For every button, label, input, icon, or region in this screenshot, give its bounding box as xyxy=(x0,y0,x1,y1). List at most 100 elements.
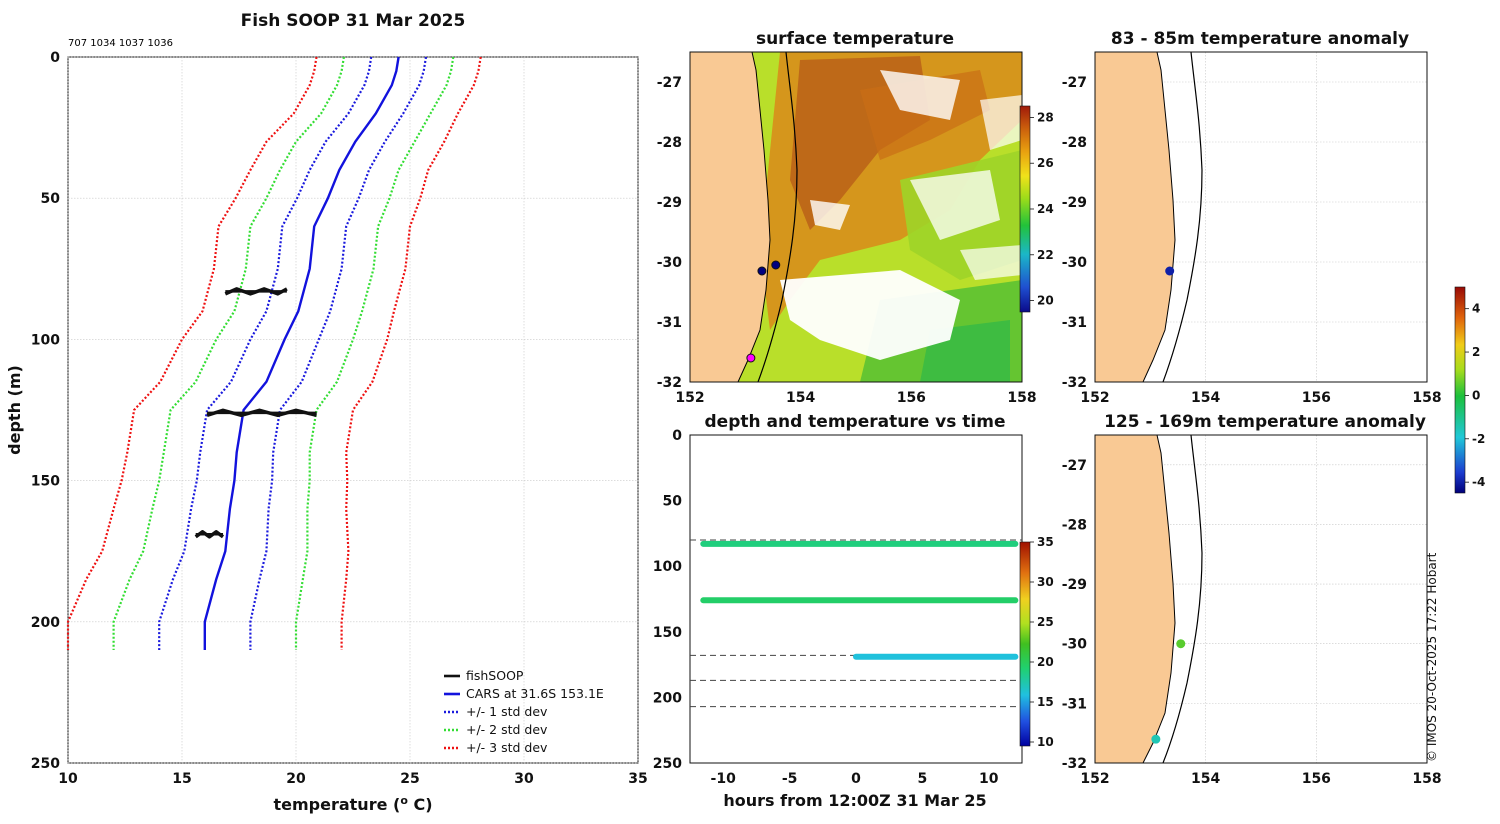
anomaly-125-panel: 125 - 169m temperature anomaly 152 154 156… xyxy=(1062,286,1485,787)
anom125-xtick-label: 152 xyxy=(1080,771,1109,787)
anom83-ytick-label: -30 xyxy=(1062,255,1088,271)
anom83-points xyxy=(1165,266,1175,276)
sst-ytick-label: -30 xyxy=(657,255,683,271)
profile-grid xyxy=(67,56,639,764)
sst-colorbar-tick-label: 20 xyxy=(1037,294,1054,308)
sst-markers xyxy=(746,260,781,363)
dt-colorbar xyxy=(1019,541,1031,747)
profile-xtick-label: 15 xyxy=(172,771,191,787)
surface-temp-panel: surface temperature xyxy=(657,29,1054,406)
sst-colorbar-ticks: 28 26 24 22 20 xyxy=(1030,110,1054,308)
profile-ytick-label: 150 xyxy=(31,474,60,490)
anom125-ytick-label: -27 xyxy=(1062,458,1087,474)
dt-colorbar-tick-label: 10 xyxy=(1037,735,1054,749)
profile-xtick-label: 30 xyxy=(514,771,534,787)
dt-colorbar-ticks: 35 30 25 20 15 10 xyxy=(1030,535,1054,749)
profile-ticks: 10 15 20 25 30 35 0 50 100 150 200 250 xyxy=(31,50,648,787)
dt-tracks xyxy=(700,540,1019,660)
anom83-ytick-label: -28 xyxy=(1062,135,1087,151)
anomaly-colorbar-tick-label: -2 xyxy=(1472,432,1485,446)
dt-xtick-label: -10 xyxy=(711,771,737,787)
dt-ytick-label: 150 xyxy=(653,625,682,641)
legend-label: +/- 2 std dev xyxy=(466,722,548,737)
anom83-ytick-label: -29 xyxy=(1062,195,1087,211)
sst-ticks: 152 154 156 158 -27 -28 -29 -30 -31 -32 xyxy=(657,75,1037,406)
series-fishsoop-segment xyxy=(206,408,317,418)
profile-xtick-label: 20 xyxy=(286,771,306,787)
profile-ytick-label: 50 xyxy=(41,191,61,207)
sst-title: surface temperature xyxy=(756,29,954,49)
dt-xlabel: hours from 12:00Z 31 Mar 25 xyxy=(723,791,986,810)
credit-text: © IMOS 20-Oct-2025 17:22 Hobart xyxy=(1425,552,1439,762)
anom83-ytick-label: -32 xyxy=(1062,375,1087,391)
dt-ytick-label: 0 xyxy=(672,428,682,444)
dt-ytick-label: 100 xyxy=(653,559,682,575)
anom125-axes xyxy=(1094,434,1428,764)
anom125-ytick-label: -32 xyxy=(1062,756,1087,772)
anom83-title: 83 - 85m temperature anomaly xyxy=(1111,29,1409,49)
sst-colorbar-tick-label: 24 xyxy=(1037,202,1054,216)
sst-marker xyxy=(771,260,781,270)
anom125-ytick-label: -28 xyxy=(1062,517,1087,533)
dt-colorbar-tick-label: 25 xyxy=(1037,615,1054,629)
anomaly-colorbar-tick-label: 4 xyxy=(1472,302,1480,316)
sst-ytick-label: -28 xyxy=(657,135,682,151)
anom83-point xyxy=(1165,266,1175,276)
profile-xtick-label: 10 xyxy=(58,771,78,787)
dt-xtick-label: 10 xyxy=(979,771,999,787)
series-cars-mean xyxy=(203,56,400,650)
anom125-xtick-label: 158 xyxy=(1412,771,1441,787)
legend-label: +/- 3 std dev xyxy=(466,740,548,755)
dt-ytick-label: 200 xyxy=(653,690,682,706)
anom125-title: 125 - 169m temperature anomaly xyxy=(1104,412,1426,432)
anom83-xtick-label: 156 xyxy=(1302,390,1331,406)
anom83-ticks: 152 154 156 158 -27 -28 -29 -30 -31 -32 xyxy=(1062,75,1442,406)
sst-xtick-label: 156 xyxy=(897,390,926,406)
dt-title: depth and temperature vs time xyxy=(705,412,1006,432)
series-minus-3std xyxy=(66,56,318,650)
sst-ytick-label: -27 xyxy=(657,75,682,91)
anom125-xtick-label: 156 xyxy=(1302,771,1331,787)
dt-xtick-label: 0 xyxy=(851,771,861,787)
profile-panel: Fish SOOP 31 Mar 2025 707 1034 1037 1036… xyxy=(5,11,648,814)
profile-lines xyxy=(66,56,482,650)
anom125-xtick-label: 154 xyxy=(1191,771,1220,787)
profile-legend: fishSOOP CARS at 31.6S 153.1E +/- 1 std de… xyxy=(444,668,604,755)
profile-ytick-label: 200 xyxy=(31,615,60,631)
anom83-xtick-label: 152 xyxy=(1080,390,1109,406)
dt-ytick-label: 50 xyxy=(663,494,683,510)
anomaly-colorbar xyxy=(1454,286,1466,494)
profile-xtick-label: 35 xyxy=(628,771,647,787)
sst-colorbar-tick-label: 26 xyxy=(1037,156,1054,170)
anom83-ytick-label: -27 xyxy=(1062,75,1087,91)
anomaly-colorbar-tick-label: 0 xyxy=(1472,388,1480,402)
anom125-ytick-label: -29 xyxy=(1062,577,1087,593)
sst-marker xyxy=(746,353,756,363)
legend-label: fishSOOP xyxy=(466,668,524,683)
profile-subtitle: 707 1034 1037 1036 xyxy=(68,38,173,49)
sst-ytick-label: -29 xyxy=(657,195,682,211)
anomaly-83-panel: 83 - 85m temperature anomaly 152 154 156 15… xyxy=(1062,29,1442,406)
anom125-points xyxy=(1151,639,1186,744)
profile-title: Fish SOOP 31 Mar 2025 xyxy=(241,11,466,31)
sst-xtick-label: 152 xyxy=(675,390,704,406)
dt-colorbar-tick-label: 15 xyxy=(1037,695,1054,709)
dt-xtick-label: -5 xyxy=(782,771,798,787)
dt-colorbar-tick-label: 35 xyxy=(1037,535,1054,549)
sst-xtick-label: 154 xyxy=(786,390,815,406)
sst-colorbar xyxy=(1019,105,1031,313)
anom125-point xyxy=(1176,639,1186,649)
sst-ytick-label: -31 xyxy=(657,315,682,331)
sst-xtick-label: 158 xyxy=(1007,390,1036,406)
anom125-coast xyxy=(1095,435,1203,763)
sst-colorbar-tick-label: 28 xyxy=(1037,110,1054,124)
dt-colorbar-tick-label: 20 xyxy=(1037,655,1054,669)
dt-xtick-label: 5 xyxy=(918,771,928,787)
anom125-ytick-label: -31 xyxy=(1062,696,1087,712)
profile-ylabel: depth (m) xyxy=(5,365,24,455)
dt-colorbar-tick-label: 30 xyxy=(1037,575,1054,589)
profile-ytick-label: 0 xyxy=(50,50,60,66)
anom83-coast xyxy=(1095,52,1203,382)
